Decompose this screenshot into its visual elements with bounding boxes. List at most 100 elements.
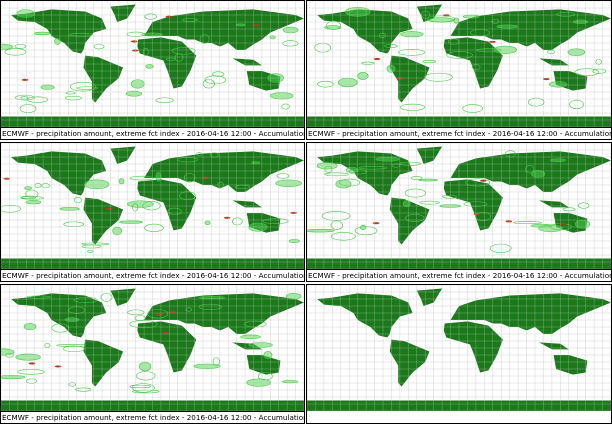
extreme-area [165, 15, 173, 18]
precip-area [147, 309, 169, 319]
precip-area [21, 195, 37, 199]
extreme-area [372, 222, 380, 225]
precip-area [23, 323, 37, 331]
precip-area [81, 242, 110, 246]
precip-area [489, 243, 512, 253]
extreme-area [489, 40, 496, 43]
precip-area [15, 353, 41, 361]
precip-area [573, 19, 589, 24]
precip-area [314, 42, 332, 53]
precip-area [127, 200, 154, 208]
precip-area [282, 26, 299, 34]
precip-area [326, 20, 341, 30]
precip-area [24, 186, 32, 190]
precip-area [330, 232, 356, 241]
precip-area [64, 95, 82, 101]
precip-area [14, 94, 35, 101]
precip-area [404, 188, 427, 198]
precip-area [204, 220, 211, 225]
precip-area [4, 48, 27, 56]
extreme-area [201, 176, 209, 179]
world-map [307, 285, 611, 411]
precip-area [193, 363, 221, 369]
extreme-area [559, 222, 566, 225]
precip-area [235, 23, 246, 27]
precip-area [513, 221, 542, 225]
precip-area [275, 179, 302, 187]
precip-area [448, 38, 460, 45]
precip-area [69, 81, 96, 92]
precip-area [64, 317, 80, 322]
precip-area [54, 37, 61, 45]
precip-area [361, 61, 375, 65]
precip-area [14, 43, 26, 49]
precip-area [531, 170, 546, 178]
precip-area [574, 68, 599, 76]
extreme-area [21, 78, 29, 81]
precip-area [567, 48, 586, 57]
panel: ECMWF - precipitation amount, extreme fc… [306, 0, 612, 140]
precip-area [421, 10, 430, 19]
precip-area [424, 72, 453, 82]
precip-area [321, 211, 351, 221]
precip-area [145, 64, 154, 69]
precip-area [402, 200, 411, 207]
precip-area [282, 40, 299, 47]
precip-area [134, 315, 146, 321]
precip-area [349, 168, 367, 175]
precip-area [100, 292, 113, 302]
panel: ECMWF - precipitation amount, extreme fc… [0, 142, 389, 282]
precip-area [577, 202, 590, 209]
precip-area [126, 31, 146, 37]
precip-area [17, 369, 45, 375]
extreme-area [162, 332, 170, 335]
extreme-area [54, 365, 62, 368]
precip-area [462, 104, 484, 113]
extreme-area [131, 49, 139, 52]
extreme-area [169, 310, 177, 313]
precip-area [93, 43, 105, 50]
precip-area [446, 51, 473, 59]
precip-area [73, 196, 82, 204]
precip-area [16, 9, 35, 18]
precip-area [198, 303, 222, 310]
precip-area [592, 68, 607, 74]
precip-area [491, 18, 500, 24]
precip-area [119, 220, 143, 224]
precip-area [1, 43, 13, 50]
extreme-area [373, 57, 381, 61]
precip-area [171, 47, 196, 55]
precip-area [419, 200, 441, 205]
precip-area [399, 103, 425, 111]
precip-area [26, 378, 38, 384]
precip-area [40, 84, 55, 90]
precip-area [26, 96, 49, 103]
precip-area [307, 228, 335, 233]
caption: ECMWF - precipitation amount, extreme fc… [2, 129, 393, 138]
panel: ECMWF - precipitation amount, extreme fc… [0, 284, 305, 424]
extreme-area [105, 207, 113, 210]
extreme-area [3, 177, 11, 180]
extreme-area [28, 362, 36, 365]
extreme-area [155, 313, 163, 316]
precip-area [465, 178, 491, 187]
precip-area [182, 18, 198, 22]
precip-area [316, 162, 338, 170]
precip-area [398, 49, 426, 56]
precip-area [281, 103, 290, 110]
precip-area [471, 64, 481, 70]
world-map [1, 1, 304, 127]
precip-area [87, 249, 94, 253]
precip-area [51, 323, 70, 333]
precip-area [183, 173, 196, 183]
precip-area [155, 172, 162, 182]
precip-area [270, 92, 294, 100]
extreme-area [505, 220, 513, 223]
precip-area [442, 194, 457, 199]
precip-area [330, 220, 343, 230]
precip-area [75, 387, 92, 392]
precip-area [129, 384, 151, 389]
caption: ECMWF - precipitation amount, extreme fc… [2, 271, 389, 280]
precip-area [527, 97, 545, 107]
world-map [307, 143, 611, 269]
